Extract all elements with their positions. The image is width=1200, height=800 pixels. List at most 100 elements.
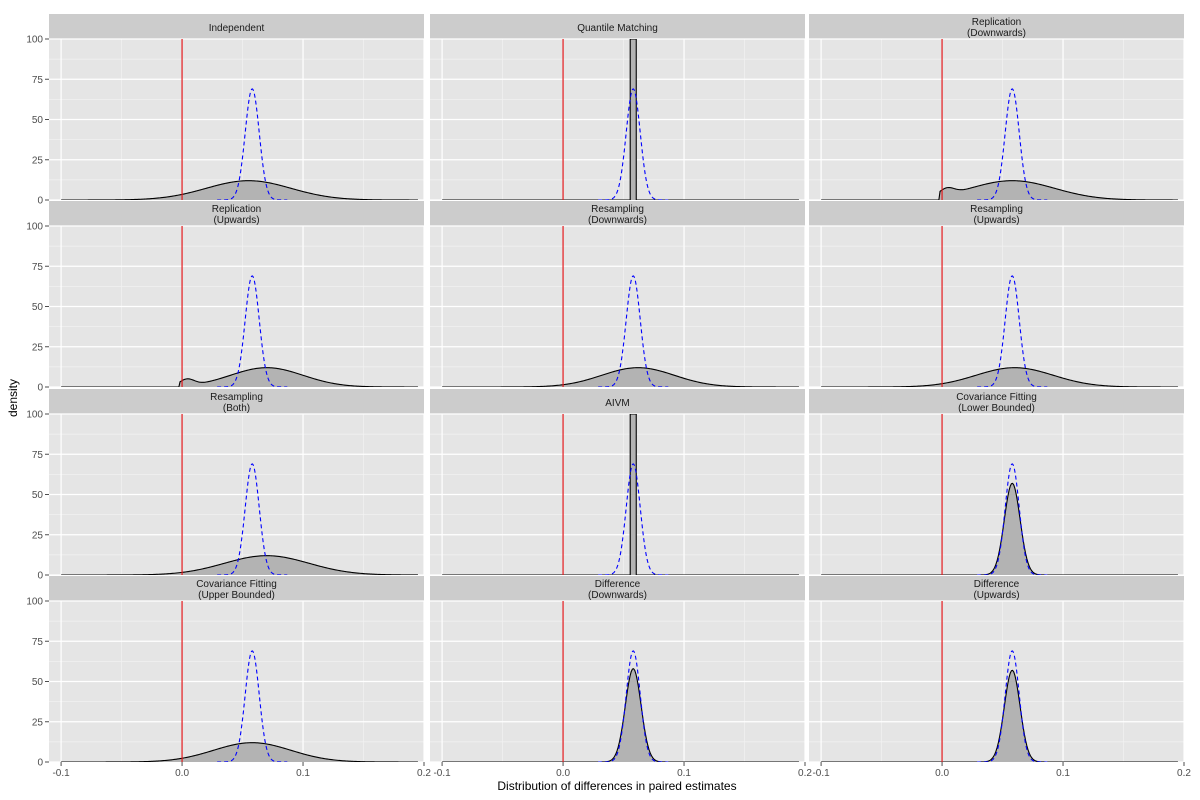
facet-panel: Quantile Matching bbox=[430, 14, 806, 201]
x-tick-label: 0.2 bbox=[417, 768, 431, 779]
density-area bbox=[821, 483, 1178, 575]
density-area bbox=[61, 180, 418, 200]
reference-density-line bbox=[217, 650, 288, 762]
x-tick-label: 0.0 bbox=[556, 768, 570, 779]
reference-density-line bbox=[217, 275, 288, 387]
facet-panel: Replication(Downwards) bbox=[809, 14, 1185, 201]
reference-density-line bbox=[598, 88, 669, 200]
density-line bbox=[61, 555, 418, 575]
facet-panel: Resampling(Downwards) bbox=[430, 201, 806, 388]
y-tick-label: 25 bbox=[32, 717, 44, 728]
reference-density-line bbox=[977, 650, 1048, 762]
reference-density-line bbox=[977, 463, 1048, 575]
density-area bbox=[821, 670, 1178, 762]
reference-density-line bbox=[217, 463, 288, 575]
facet-strip-subtitle: (Lower Bounded) bbox=[958, 403, 1035, 414]
density-line bbox=[61, 180, 418, 200]
y-tick-label: 0 bbox=[37, 758, 43, 769]
facet-strip-subtitle: (Upwards) bbox=[973, 590, 1019, 601]
y-tick-label: 50 bbox=[32, 302, 44, 313]
density-line bbox=[821, 482, 1178, 575]
reference-density-line bbox=[598, 650, 669, 762]
density-area bbox=[442, 367, 799, 387]
density-line bbox=[442, 668, 799, 762]
facet-strip-title: Resampling bbox=[210, 392, 263, 403]
facet-panel: Difference(Upwards) -0.1 0.0 0.1 0.2 bbox=[809, 576, 1191, 779]
x-tick-label: 0.0 bbox=[175, 768, 189, 779]
panel-content bbox=[442, 226, 799, 387]
y-tick-label: 25 bbox=[32, 530, 44, 541]
reference-density-line bbox=[598, 275, 669, 387]
y-tick-label: 50 bbox=[32, 490, 44, 501]
facet-strip bbox=[809, 389, 1184, 414]
panel-content bbox=[442, 414, 799, 575]
facet-panel: Difference(Downwards) -0.1 0.0 0.1 0.2 bbox=[430, 576, 812, 779]
facet-strip bbox=[430, 201, 805, 226]
facet-strip-title: Quantile Matching bbox=[577, 23, 658, 34]
panel-content bbox=[821, 601, 1178, 762]
panel-content bbox=[61, 414, 418, 575]
y-tick-label: 25 bbox=[32, 155, 44, 166]
facet-strip bbox=[430, 576, 805, 601]
density-line bbox=[821, 180, 1178, 200]
facet-panel: Covariance Fitting(Upper Bounded) 0 25 50 75… bbox=[26, 576, 431, 779]
x-tick-label: 0.1 bbox=[296, 768, 310, 779]
facet-strip bbox=[49, 201, 424, 226]
facet-panel: Replication(Upwards) 0 25 50 75 100 bbox=[26, 201, 425, 394]
x-tick-label: -0.1 bbox=[812, 768, 830, 779]
panel-content bbox=[61, 601, 418, 762]
facet-strip-subtitle: (Downwards) bbox=[588, 590, 647, 601]
reference-density-line bbox=[598, 463, 669, 575]
density-line bbox=[821, 367, 1178, 387]
y-tick-label: 0 bbox=[37, 383, 43, 394]
density-area bbox=[61, 555, 418, 575]
x-tick-label: 0.1 bbox=[1056, 768, 1070, 779]
facet-strip-title: Difference bbox=[595, 579, 641, 590]
facet-strip bbox=[809, 576, 1184, 601]
facet-panel: Covariance Fitting(Lower Bounded) bbox=[809, 389, 1185, 576]
y-tick-label: 100 bbox=[26, 35, 43, 46]
density-line bbox=[61, 742, 418, 762]
x-tick-label: 0.2 bbox=[1177, 768, 1191, 779]
facet-strip-subtitle: (Downwards) bbox=[588, 215, 647, 226]
facet-strip bbox=[809, 201, 1184, 226]
facet-panel: Resampling(Upwards) bbox=[809, 201, 1185, 388]
y-tick-label: 50 bbox=[32, 677, 44, 688]
x-axis-title: Distribution of differences in paired es… bbox=[497, 779, 736, 793]
facet-strip-title: Replication bbox=[972, 17, 1021, 28]
x-tick-label: -0.1 bbox=[433, 768, 451, 779]
facet-strip-subtitle: (Upper Bounded) bbox=[198, 590, 275, 601]
facet-strip bbox=[49, 14, 424, 39]
facet-strip bbox=[430, 389, 805, 414]
x-tick-label: -0.1 bbox=[52, 768, 70, 779]
facet-strip bbox=[49, 389, 424, 414]
facet-strip-title: Resampling bbox=[591, 204, 644, 215]
facet-strip bbox=[809, 14, 1184, 39]
y-tick-label: 75 bbox=[32, 262, 44, 273]
reference-density-line bbox=[977, 88, 1048, 200]
panel-content bbox=[821, 226, 1178, 387]
panel-content bbox=[821, 39, 1178, 200]
facet-panels: Independent 0 25 50 75 100 Quantile Matching Re… bbox=[26, 14, 1191, 779]
facet-strip-title: Independent bbox=[209, 23, 265, 34]
reference-density-line bbox=[977, 275, 1048, 387]
y-tick-label: 0 bbox=[37, 571, 43, 582]
y-axis-title: density bbox=[6, 379, 20, 417]
facet-strip-title: Covariance Fitting bbox=[956, 392, 1037, 403]
density-line bbox=[442, 367, 799, 387]
facet-strip-subtitle: (Both) bbox=[223, 403, 250, 414]
y-tick-label: 25 bbox=[32, 342, 44, 353]
y-tick-label: 100 bbox=[26, 597, 43, 608]
panel-content bbox=[61, 226, 418, 387]
x-tick-label: 0.0 bbox=[935, 768, 949, 779]
y-tick-label: 100 bbox=[26, 410, 43, 421]
facet-strip-title: Replication bbox=[212, 204, 261, 215]
facet-strip-title: Covariance Fitting bbox=[196, 579, 277, 590]
facet-strip-title: Difference bbox=[974, 579, 1020, 590]
facet-strip-subtitle: (Upwards) bbox=[973, 215, 1019, 226]
y-tick-label: 75 bbox=[32, 75, 44, 86]
panel-content bbox=[442, 39, 799, 200]
density-area bbox=[442, 668, 799, 762]
facet-strip-title: AIVM bbox=[605, 398, 629, 409]
